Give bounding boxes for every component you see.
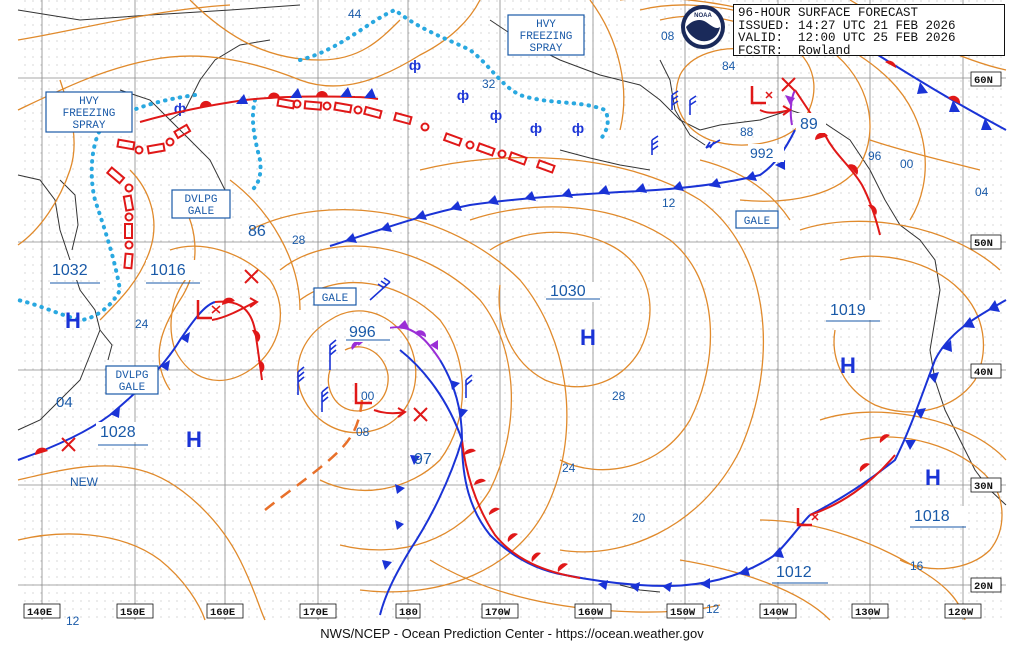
new-label: NEW [70,475,99,489]
lon-label: 170E [303,607,328,619]
isobar-label: 84 [722,59,736,73]
fronts-west-low [17,297,265,461]
pressure-value: 992 [750,145,774,161]
pressure-value: 1030 [550,283,586,300]
lon-label: 140W [763,607,789,619]
fronts-central-low [351,320,811,616]
isobar-label: 16 [910,559,924,573]
high-letter: H [65,308,81,333]
high-letter: H [840,353,856,378]
longitude-labels: 140E 150E 160E 170E 180 170W 160W 150W 1… [23,603,982,619]
hvy-freezing-spray-north: HVY FREEZING SPRAY [520,19,573,55]
lat-label: 50N [974,238,993,250]
lon-label: 120W [948,607,974,619]
lon-label: 150E [120,607,145,619]
gale-label: GALE [322,293,349,305]
hvy-freezing-spray-west: HVY FREEZING SPRAY [63,96,116,132]
isobar-label: 04 [975,185,989,199]
trough-line [264,399,364,511]
developing-gale-label: DVLPG GALE [115,370,148,394]
warning-texts: HVY FREEZING SPRAY HVY FREEZING SPRAY DVLPG GAL… [63,19,771,394]
isobar-label: 97 [414,451,432,468]
svg-text:ф: ф [457,87,469,103]
lat-label: 30N [974,481,993,493]
credit-line: NWS/NCEP - Ocean Prediction Center - htt… [320,626,704,641]
lat-label: 40N [974,367,993,379]
isobar-label: 28 [612,389,626,403]
lon-label: 160W [578,607,604,619]
pressure-value-boxes: 1032 1028 1030 1019 1018 1016 996 992 89… [48,113,966,584]
high-letter: H [580,325,596,350]
lon-label: 180 [399,607,418,619]
pressure-value: 996 [349,324,376,341]
isobar-label: 96 [868,149,882,163]
isobar-label: 88 [740,125,754,139]
isobars [17,0,1007,621]
isobar-label: 28 [292,233,306,247]
isobar-label: 20 [632,511,646,525]
noaa-logo: NOAA [681,5,725,49]
isobar-label: 24 [135,317,149,331]
developing-gale-label: DVLPG GALE [184,194,217,218]
isobar-label: 04 [56,394,73,411]
lon-label: 170W [485,607,511,619]
lat-label: 60N [974,75,993,87]
latitude-labels: 60N 50N 40N 30N 20N [970,71,1002,593]
svg-text:ф: ф [572,120,584,136]
lon-label: 140E [27,607,52,619]
cold-front-north [329,129,796,247]
pressure-value: 1016 [150,262,186,279]
svg-text:NOAA: NOAA [694,13,712,19]
header-valid: VALID: 12:00 UTC 25 FEB 2026 [738,31,956,45]
fronts-east [785,49,1007,236]
frontogenesis-dashes [105,97,556,270]
header-title: 96-HOUR SURFACE FORECAST [738,6,919,20]
lon-label: 150W [670,607,696,619]
isobar-label: 86 [248,223,266,240]
warning-boxes [45,14,779,395]
forecast-header: 96-HOUR SURFACE FORECAST ISSUED: 14:27 U… [733,4,1005,58]
high-letter: H [186,427,202,452]
isobar-label: 12 [66,614,80,628]
pressure-value: 1032 [52,262,88,279]
isobar-label: 08 [661,29,675,43]
frontogenesis-dots [124,99,507,250]
pressure-labels: H H H H H [65,308,941,490]
lon-label: 160E [210,607,235,619]
header-issued: ISSUED: 14:27 UTC 21 FEB 2026 [738,18,956,33]
isobar-label: 32 [482,77,496,91]
wind-barbs [297,90,721,412]
header-forecaster: FCSTR: Rowland [738,43,851,58]
pressure-value: 89 [800,116,818,133]
gale-label: GALE [744,216,771,228]
isobar-label: 12 [706,602,720,616]
pressure-value: 1018 [914,508,950,525]
pressure-value: 1019 [830,302,866,319]
low-motion-arrows [211,105,792,418]
svg-text:ф: ф [530,120,542,136]
high-letter: H [925,465,941,490]
isobar-label: 44 [348,7,362,21]
pressure-value: 1028 [100,424,136,441]
isobar-label: 00 [900,157,914,171]
svg-text:ф: ф [490,107,502,123]
isobar-label: 24 [562,461,576,475]
isobar-labels: 44 32 08 84 88 96 00 04 86 28 12 24 04 0… [56,7,989,628]
stationary-front-west [139,87,379,123]
pressure-value: 1012 [776,564,812,581]
low-centers [196,86,819,527]
lat-label: 20N [974,581,993,593]
isobar-label: 12 [662,196,676,210]
low-x-markers [61,77,796,452]
isobar-label: 00 [361,389,375,403]
fronts-southeast [809,299,1007,516]
svg-text:ф: ф [409,57,421,73]
lon-label: 130W [855,607,881,619]
isobar-label: 08 [356,425,370,439]
